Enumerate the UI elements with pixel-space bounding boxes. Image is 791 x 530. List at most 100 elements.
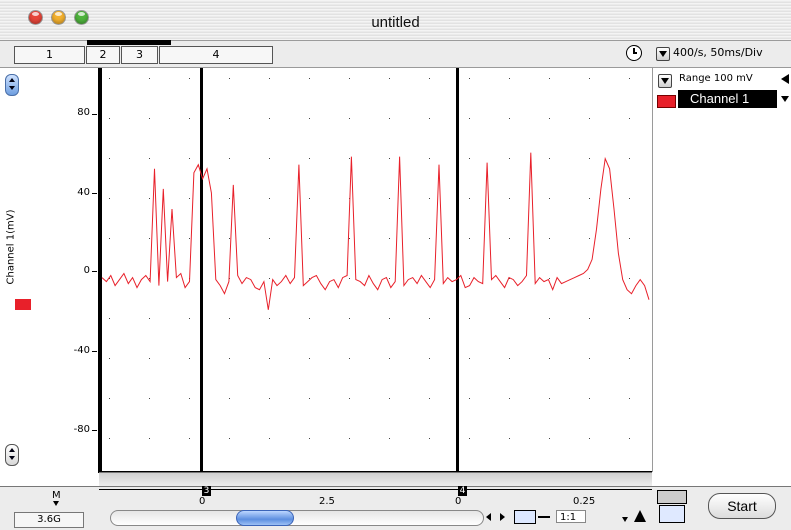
grid-dot — [269, 78, 270, 79]
channel-menu-arrow-icon[interactable] — [781, 96, 789, 102]
scroll-right-arrow-icon[interactable] — [500, 513, 505, 521]
grid-dot — [549, 438, 550, 439]
grid-dot — [349, 438, 350, 439]
zoom-compress-icon[interactable] — [538, 516, 550, 518]
channel-settings-panel — [652, 68, 791, 472]
range-label[interactable]: Range 100 mV — [679, 73, 753, 84]
channel-name-field[interactable]: Channel 1 — [678, 90, 777, 108]
scroll-left-arrow-icon[interactable] — [486, 513, 491, 521]
block-tab-3[interactable]: 3 — [121, 46, 158, 64]
start-button[interactable]: Start — [708, 493, 776, 519]
grid-dot — [189, 398, 190, 399]
grid-dot — [589, 278, 590, 279]
channel-color-chip[interactable] — [657, 95, 676, 108]
grid-dot — [389, 198, 390, 199]
y-tick-mark — [92, 351, 97, 352]
block-tab-2[interactable]: 2 — [86, 46, 120, 64]
clock-icon[interactable] — [626, 45, 642, 61]
grid-dot — [469, 278, 470, 279]
grid-dot — [229, 198, 230, 199]
y-axis-panel — [0, 68, 98, 472]
grid-dot — [109, 158, 110, 159]
channel-color-swatch[interactable] — [15, 299, 31, 310]
grid-dot — [429, 118, 430, 119]
memory-marker-arrow-icon — [53, 501, 59, 506]
grid-dot — [309, 358, 310, 359]
grid-dot — [549, 198, 550, 199]
zoom-level[interactable]: 1:1 — [556, 510, 586, 523]
grid-dot — [229, 438, 230, 439]
grid-dot — [509, 238, 510, 239]
block-marker-3: 3 — [202, 486, 211, 496]
plot-bottom-line — [99, 471, 652, 472]
grid-dot — [149, 358, 150, 359]
grid-dot — [589, 238, 590, 239]
grid-dot — [269, 158, 270, 159]
grid-dot — [149, 438, 150, 439]
grid-dot — [549, 238, 550, 239]
data-pad-icon[interactable] — [659, 505, 685, 523]
mountain-icon[interactable] — [634, 510, 646, 522]
time-label: 0.25 — [573, 496, 596, 507]
grid-dot — [349, 118, 350, 119]
grid-dot — [509, 358, 510, 359]
view-mode-icon[interactable] — [657, 490, 687, 504]
grid-dot — [429, 358, 430, 359]
y-tick-mark — [92, 114, 97, 115]
block-tab-1[interactable]: 1 — [14, 46, 85, 64]
scroll-thumb[interactable] — [236, 510, 294, 526]
grid-dot — [389, 358, 390, 359]
grid-dot — [549, 278, 550, 279]
range-dropdown-arrow-icon[interactable] — [658, 74, 672, 88]
grid-dot — [269, 398, 270, 399]
grid-dot — [189, 438, 190, 439]
close-button[interactable] — [29, 11, 42, 24]
grid-dot — [269, 198, 270, 199]
grid-dot — [469, 238, 470, 239]
zoom-dropdown-arrow-icon[interactable] — [622, 517, 628, 522]
grid-dot — [589, 198, 590, 199]
scale-stepper-bottom[interactable] — [5, 444, 19, 466]
grid-dot — [389, 278, 390, 279]
grid-dot — [229, 358, 230, 359]
grid-dot — [269, 358, 270, 359]
y-tick-mark — [92, 271, 97, 272]
grid-dot — [349, 278, 350, 279]
block-separator-line — [456, 68, 459, 471]
zoom-fit-icon[interactable] — [514, 510, 536, 524]
grid-dot — [589, 358, 590, 359]
minimize-button[interactable] — [52, 11, 65, 24]
plot-area[interactable] — [99, 68, 652, 471]
grid-dot — [149, 198, 150, 199]
y-tick-label: 40 — [77, 187, 90, 198]
grid-dot — [549, 158, 550, 159]
grid-dot — [349, 358, 350, 359]
grid-dot — [629, 398, 630, 399]
y-tick-mark — [92, 430, 97, 431]
grid-dot — [469, 398, 470, 399]
grid-dot — [589, 318, 590, 319]
grid-dot — [629, 198, 630, 199]
time-overview-strip[interactable] — [99, 472, 652, 487]
grid-dot — [629, 158, 630, 159]
grid-dot — [629, 278, 630, 279]
channel-1-trace — [101, 152, 650, 310]
scale-stepper-top[interactable] — [5, 74, 19, 96]
grid-dot — [309, 438, 310, 439]
zoom-button[interactable] — [75, 11, 88, 24]
grid-dot — [309, 238, 310, 239]
grid-dot — [269, 238, 270, 239]
collapse-triangle-icon[interactable] — [781, 74, 789, 84]
rate-dropdown-arrow-icon[interactable] — [656, 47, 670, 61]
rate-label[interactable]: 400/s, 50ms/Div — [673, 46, 763, 59]
grid-dot — [229, 238, 230, 239]
block-tab-4[interactable]: 4 — [159, 46, 273, 64]
block-separator-line — [99, 68, 102, 471]
chart-svg — [99, 68, 650, 471]
grid-dot — [589, 158, 590, 159]
horizontal-scrollbar[interactable] — [110, 510, 484, 526]
grid-dot — [349, 238, 350, 239]
grid-dot — [189, 358, 190, 359]
grid-dot — [269, 318, 270, 319]
grid-dot — [389, 238, 390, 239]
